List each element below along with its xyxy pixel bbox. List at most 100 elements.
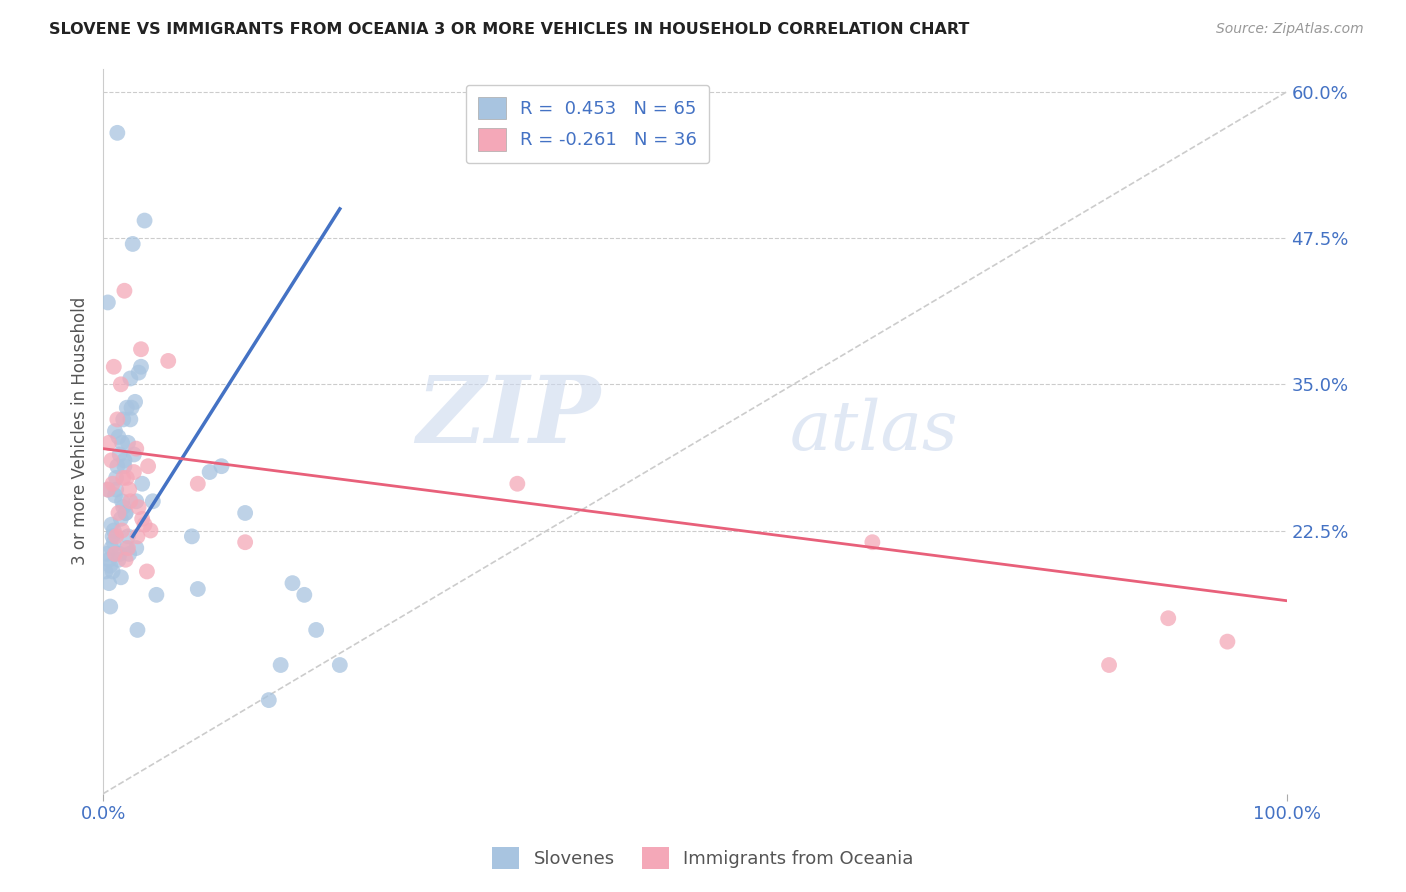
Point <box>108 547 131 561</box>
Point <box>97 483 120 497</box>
Point <box>122 448 145 462</box>
Point <box>125 494 148 508</box>
Point <box>98 435 121 450</box>
Point <box>110 377 132 392</box>
Point <box>157 354 180 368</box>
Point <box>131 512 153 526</box>
Point <box>145 588 167 602</box>
Point <box>108 448 131 462</box>
Point <box>180 529 202 543</box>
Point <box>105 412 128 426</box>
Point <box>115 471 138 485</box>
Point <box>115 401 138 415</box>
Point <box>187 582 209 596</box>
Y-axis label: 3 or more Vehicles in Household: 3 or more Vehicles in Household <box>72 297 89 566</box>
Point <box>117 541 139 555</box>
Point <box>105 529 128 543</box>
Point <box>112 412 135 426</box>
Point <box>94 565 117 579</box>
Point <box>100 517 122 532</box>
Point <box>128 366 150 380</box>
Point <box>1157 611 1180 625</box>
Point <box>120 371 142 385</box>
Point <box>101 529 124 543</box>
Point <box>187 476 209 491</box>
Point <box>104 488 127 502</box>
Point <box>97 295 120 310</box>
Point <box>121 236 143 251</box>
Point <box>105 471 128 485</box>
Point <box>96 547 118 561</box>
Point <box>111 524 134 538</box>
Point <box>860 535 883 549</box>
Point <box>98 553 121 567</box>
Point <box>122 465 145 479</box>
Point <box>118 547 141 561</box>
Point <box>111 435 134 450</box>
Point <box>104 547 127 561</box>
Point <box>105 126 128 140</box>
Point <box>98 599 121 614</box>
Point <box>142 494 165 508</box>
Point <box>105 483 128 497</box>
Point <box>101 476 124 491</box>
Point <box>98 576 121 591</box>
Point <box>211 459 233 474</box>
Point <box>281 576 304 591</box>
Text: atlas: atlas <box>790 398 957 465</box>
Point <box>139 524 162 538</box>
Point <box>125 442 148 456</box>
Point <box>134 517 156 532</box>
Point <box>329 658 352 673</box>
Point <box>506 476 529 491</box>
Legend: Slovenes, Immigrants from Oceania: Slovenes, Immigrants from Oceania <box>484 838 922 879</box>
Point <box>103 535 125 549</box>
Point <box>120 412 142 426</box>
Text: SLOVENE VS IMMIGRANTS FROM OCEANIA 3 OR MORE VEHICLES IN HOUSEHOLD CORRELATION C: SLOVENE VS IMMIGRANTS FROM OCEANIA 3 OR … <box>49 22 970 37</box>
Point <box>103 524 125 538</box>
Point <box>114 284 136 298</box>
Text: ZIP: ZIP <box>416 372 600 461</box>
Point <box>124 395 146 409</box>
Point <box>112 471 135 485</box>
Point <box>97 483 120 497</box>
Legend: R =  0.453   N = 65, R = -0.261   N = 36: R = 0.453 N = 65, R = -0.261 N = 36 <box>465 85 710 163</box>
Point <box>114 459 136 474</box>
Point <box>112 500 135 515</box>
Point <box>121 401 143 415</box>
Point <box>136 459 159 474</box>
Point <box>110 512 132 526</box>
Point <box>131 476 153 491</box>
Point <box>127 623 149 637</box>
Point <box>107 430 129 444</box>
Point <box>100 453 122 467</box>
Point <box>103 359 125 374</box>
Point <box>118 483 141 497</box>
Point <box>129 359 152 374</box>
Point <box>111 494 134 508</box>
Point <box>270 658 292 673</box>
Point <box>134 213 156 227</box>
Point <box>305 623 328 637</box>
Point <box>117 529 139 543</box>
Point <box>114 506 136 520</box>
Point <box>1098 658 1121 673</box>
Point <box>104 424 127 438</box>
Point <box>292 588 315 602</box>
Point <box>128 500 150 515</box>
Point <box>257 693 280 707</box>
Point <box>233 506 256 520</box>
Point <box>110 570 132 584</box>
Point <box>107 553 129 567</box>
Point <box>98 558 121 573</box>
Point <box>115 541 138 555</box>
Point <box>125 541 148 555</box>
Point <box>198 465 221 479</box>
Point <box>105 459 128 474</box>
Point <box>1216 634 1239 648</box>
Point <box>129 343 152 357</box>
Point <box>233 535 256 549</box>
Point <box>117 435 139 450</box>
Point <box>100 541 122 555</box>
Point <box>114 453 136 467</box>
